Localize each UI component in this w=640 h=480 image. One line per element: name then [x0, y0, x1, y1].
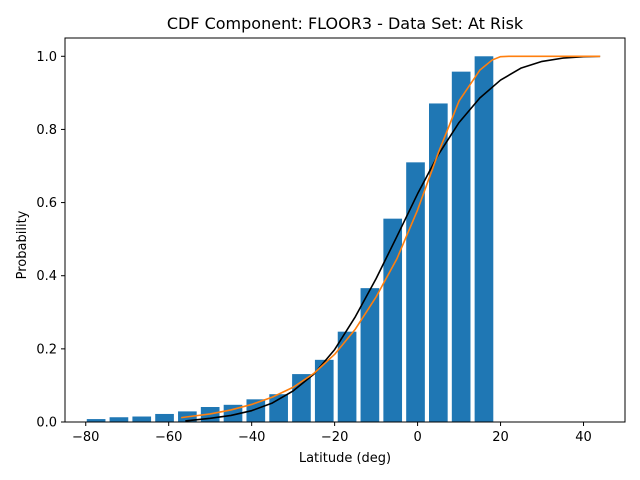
bar: [292, 374, 311, 422]
x-axis-ticks: −80 −60 −40 −20 0 20 40: [72, 422, 592, 445]
cdf-line-black: [185, 55, 601, 422]
bar: [451, 71, 471, 422]
bar: [269, 394, 288, 422]
bar: [406, 162, 425, 423]
bar: [86, 419, 106, 422]
axes-frame: [64, 37, 626, 423]
bar: [109, 417, 129, 422]
x-tick-label: 0: [413, 430, 421, 445]
bar: [223, 404, 243, 422]
bar: [360, 288, 380, 422]
x-tick-label: −60: [155, 430, 182, 445]
x-tick-label: −40: [238, 430, 265, 445]
y-tick-label: 0.0: [36, 416, 57, 431]
y-tick-label: 1.0: [36, 50, 57, 65]
y-tick-label: 0.4: [36, 269, 57, 284]
bar: [155, 413, 174, 422]
x-axis-label: Latitude (deg): [299, 451, 391, 466]
x-tick-label: 40: [575, 430, 592, 445]
x-tick-label: 20: [492, 430, 509, 445]
bar: [132, 416, 152, 422]
bar: [337, 331, 357, 422]
y-axis-ticks: 0.0 0.2 0.4 0.6 0.8 1.0: [36, 50, 65, 431]
bar: [383, 218, 403, 422]
bar: [474, 56, 494, 423]
plot-area: [64, 37, 626, 423]
y-axis-label: Probability: [15, 210, 30, 279]
cdf-line-orange: [181, 55, 601, 419]
chart-title: CDF Component: FLOOR3 - Data Set: At Ris…: [167, 14, 524, 33]
y-tick-label: 0.2: [36, 342, 57, 357]
x-tick-label: −80: [72, 430, 99, 445]
x-tick-label: −20: [321, 430, 348, 445]
bar: [314, 359, 334, 422]
y-tick-label: 0.6: [36, 196, 57, 211]
y-tick-label: 0.8: [36, 123, 57, 138]
bar: [429, 103, 448, 422]
